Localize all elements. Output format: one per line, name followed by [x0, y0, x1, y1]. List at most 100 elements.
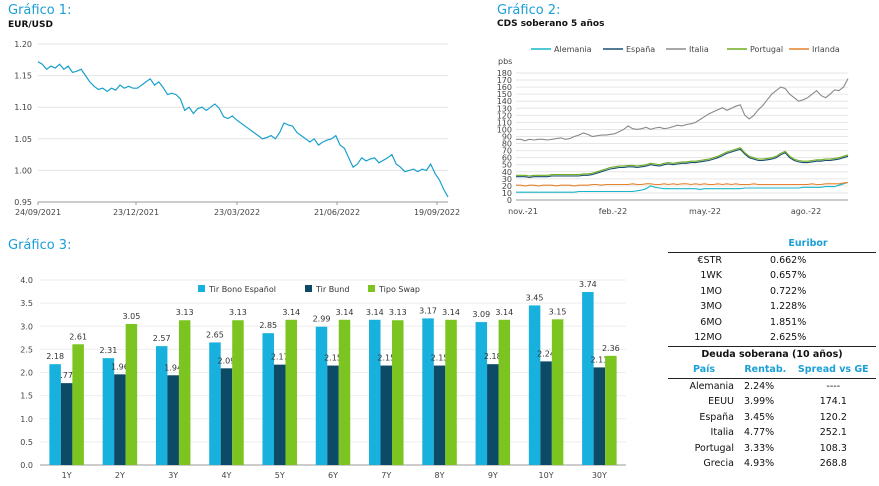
euribor-rate: 0.722% — [770, 285, 807, 297]
y-tick-label: 130 — [497, 104, 512, 113]
y-tick-label: 2.5 — [20, 345, 33, 354]
table-row: Euribor — [668, 236, 876, 252]
col-header-rentab: Rentab. — [744, 364, 787, 376]
y-tick-label: 100 — [497, 125, 512, 134]
table-row: Alemania 2.24% ---- — [668, 377, 876, 394]
bar-value-label: 3.13 — [229, 308, 247, 317]
table-row: €STR 0.662% — [668, 251, 876, 268]
table-row: 12MO 2.625% — [668, 330, 876, 346]
table-row: Deuda soberana (10 años) — [668, 345, 876, 362]
pais-cell: España — [699, 411, 734, 423]
rentab-cell: 3.99% — [744, 396, 775, 408]
pais-cell: Grecia — [703, 458, 734, 470]
legend-label: Tir Bono Español — [208, 285, 276, 294]
bar-value-label: 2.31 — [100, 346, 118, 355]
y-tick-label: 60 — [502, 154, 512, 163]
bar — [392, 320, 404, 465]
eurusd-line — [37, 61, 449, 198]
table-row: Portugal 3.33% 108.3 — [668, 441, 876, 457]
legend-swatch — [305, 285, 312, 292]
y-tick-label: 0.95 — [14, 198, 32, 207]
cds-line-1 — [516, 148, 849, 178]
legend-label: Tir Bund — [315, 285, 349, 294]
y-tick-label: 0.5 — [20, 438, 33, 447]
x-tick-label: may.-22 — [689, 207, 721, 216]
bar — [178, 320, 191, 465]
spread-cell: 108.3 — [819, 442, 847, 454]
spread-cell: 252.1 — [819, 427, 847, 439]
euribor-term: 6MO — [700, 316, 722, 328]
spread-cell: 174.1 — [819, 396, 847, 408]
bar-value-label: 2.18 — [484, 352, 502, 361]
y-tick-label: 40 — [502, 168, 512, 177]
y-tick-label: 90 — [502, 133, 512, 142]
bar-value-label: 3.74 — [579, 280, 597, 289]
bar — [209, 342, 221, 465]
deuda-header: Deuda soberana (10 años) — [668, 345, 876, 362]
rentab-cell: 3.33% — [744, 442, 775, 454]
euribor-rate: 1.228% — [770, 301, 807, 313]
x-tick-label: 3Y — [168, 471, 178, 480]
cds-line-2 — [516, 78, 849, 142]
y-tick-label: 140 — [497, 97, 512, 106]
chart1-subtitle: EUR/USD — [8, 20, 53, 30]
bar-value-label: 3.14 — [366, 308, 384, 317]
bar-value-label: 2.24 — [537, 349, 555, 358]
bar — [582, 292, 594, 465]
euribor-rate: 2.625% — [770, 332, 807, 344]
y-tick-label: 1.20 — [14, 40, 32, 49]
euribor-rate: 0.662% — [740, 251, 876, 268]
x-tick-label: 9Y — [488, 471, 498, 480]
spread-cell: 268.8 — [819, 458, 847, 470]
y-tick-label: 2.0 — [20, 369, 33, 378]
bar — [605, 355, 617, 465]
bar-value-label: 3.45 — [526, 293, 544, 302]
bar-value-label: 3.14 — [282, 308, 300, 317]
y-tick-label: 1.0 — [20, 415, 33, 424]
x-tick-label: nov.-21 — [508, 207, 538, 216]
bar-value-label: 2.15 — [377, 354, 395, 363]
bar — [167, 375, 179, 465]
x-tick-label: 23/12/2021 — [113, 208, 159, 217]
bar — [338, 319, 351, 465]
bar — [102, 358, 115, 465]
y-tick-label: 0.0 — [20, 461, 33, 470]
y-tick-label: 120 — [497, 111, 512, 120]
y-tick-label: 180 — [497, 69, 512, 78]
bar — [232, 320, 244, 465]
table-row: 6MO 1.851% — [668, 315, 876, 331]
y-tick-label: 4.0 — [20, 276, 33, 285]
pais-cell: Alemania — [668, 377, 740, 394]
euribor-term: 3MO — [700, 301, 722, 313]
table-row: 1MO 0.722% — [668, 284, 876, 300]
bar — [551, 319, 564, 465]
bar-value-label: 3.15 — [549, 307, 567, 316]
bar-value-label: 1.96 — [111, 362, 129, 371]
x-tick-label: 24/09/2021 — [15, 208, 61, 217]
cds-line-0 — [516, 181, 849, 193]
rentab-cell: 4.77% — [744, 427, 775, 439]
x-tick-label: 2Y — [115, 471, 125, 480]
bar — [445, 319, 457, 465]
x-tick-label: 8Y — [435, 471, 445, 480]
bar — [49, 364, 61, 465]
bar-value-label: 2.36 — [602, 344, 620, 353]
table-row: España 3.45% 120.2 — [668, 410, 876, 426]
euribor-term: 1MO — [700, 285, 722, 297]
legend-label: Tipo Swap — [378, 285, 420, 294]
y-axis-unit: pbs — [498, 57, 512, 66]
rentab-cell: 3.45% — [744, 411, 775, 423]
table-row: EEUU 3.99% 174.1 — [668, 394, 876, 410]
bar-value-label: 3.13 — [389, 308, 407, 317]
table-row: País Rentab. Spread vs GE — [668, 362, 876, 378]
bar — [220, 368, 233, 465]
rates-table: Euribor €STR 0.662% 1WK 0.657% 1MO 0.722% 3MO 1.… — [668, 236, 876, 472]
bar — [498, 319, 511, 465]
y-tick-label: 1.05 — [14, 135, 32, 144]
x-tick-label: 30Y — [592, 471, 607, 480]
bar — [422, 318, 434, 465]
legend-label: Portugal — [750, 45, 783, 54]
x-tick-label: 21/06/2022 — [314, 208, 360, 217]
bar-value-label: 2.99 — [313, 315, 331, 324]
